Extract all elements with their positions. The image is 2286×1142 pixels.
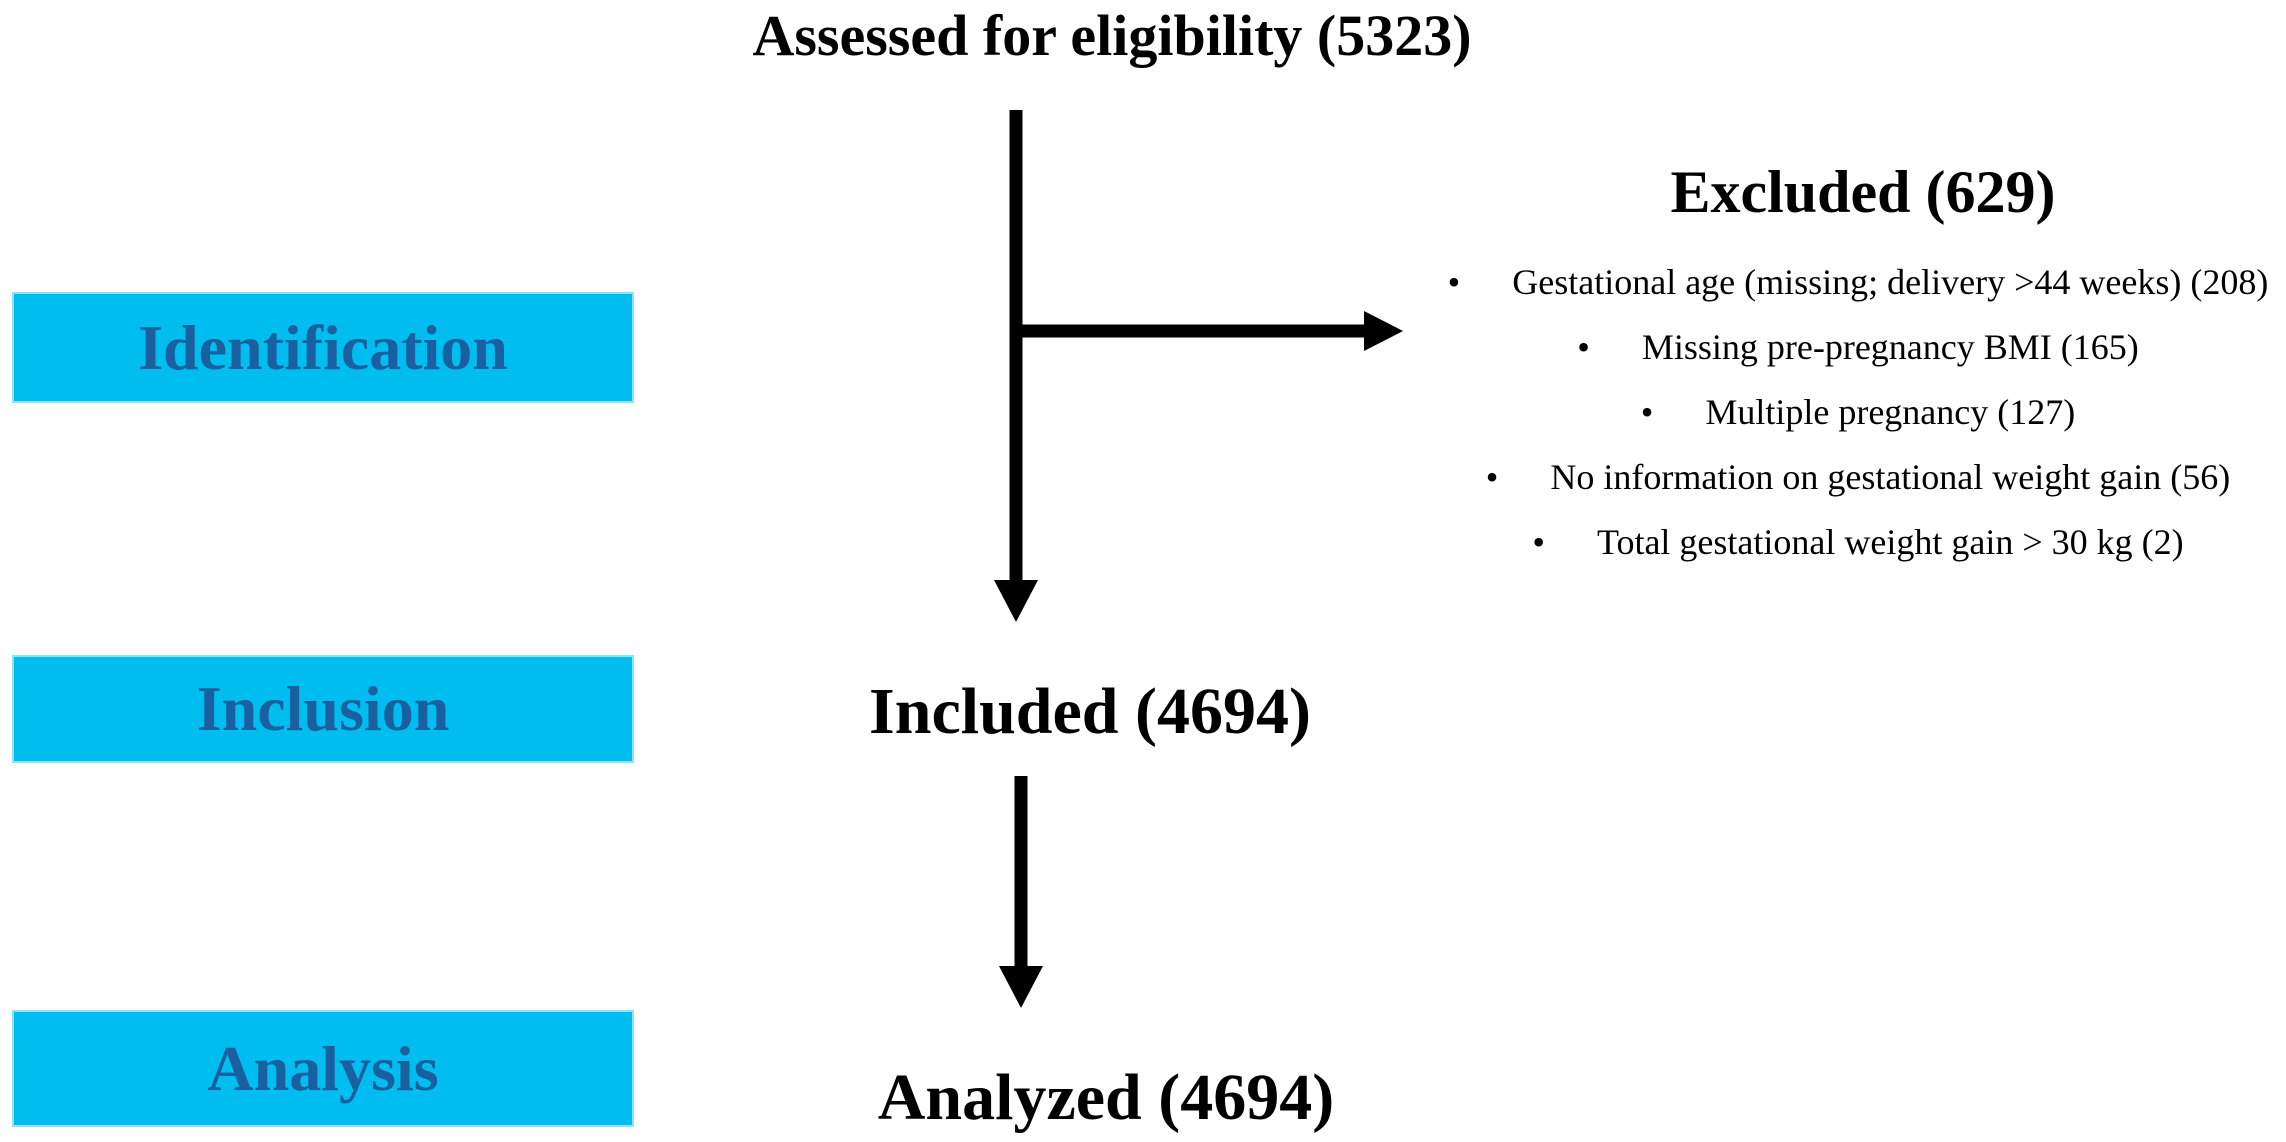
- excluded-item-text: Multiple pregnancy (127): [1705, 392, 2076, 432]
- excluded-list: • Gestational age (missing; delivery >44 …: [1412, 250, 2286, 575]
- excluded-item: • No information on gestational weight ga…: [1412, 445, 2286, 510]
- arrow-right-to-excluded: [1022, 311, 1403, 351]
- stage-box-inclusion: Inclusion: [12, 655, 634, 763]
- bullet-icon: •: [1532, 522, 1545, 562]
- bullet-icon: •: [1577, 327, 1590, 367]
- stage-label-analysis: Analysis: [207, 1032, 439, 1104]
- stage-label-inclusion: Inclusion: [196, 673, 450, 744]
- bullet-icon: •: [1640, 392, 1654, 432]
- excluded-item: • Total gestational weight gain > 30 kg (…: [1412, 510, 2286, 575]
- included-node: Included (4694): [869, 675, 1311, 748]
- excluded-item-text: Missing pre-pregnancy BMI (165): [1641, 327, 2139, 367]
- analyzed-node: Analyzed (4694): [877, 1061, 1335, 1134]
- arrow-down-included-to-analyzed: [999, 776, 1043, 1008]
- excluded-title: Excluded (629): [1670, 159, 2056, 225]
- excluded-item-text: Gestational age (missing; delivery >44 w…: [1512, 262, 2269, 302]
- excluded-item: • Missing pre-pregnancy BMI (165): [1412, 315, 2286, 380]
- stage-label-identification: Identification: [138, 311, 508, 383]
- bullet-icon: •: [1485, 457, 1499, 497]
- stage-box-analysis: Analysis: [12, 1010, 634, 1127]
- excluded-item: • Multiple pregnancy (127): [1412, 380, 2286, 445]
- excluded-item-text: No information on gestational weight gai…: [1550, 457, 2231, 497]
- stage-box-identification: Identification: [12, 292, 634, 403]
- arrow-down-assessed-to-included: [994, 110, 1038, 622]
- excluded-item: • Gestational age (missing; delivery >44 …: [1412, 250, 2286, 315]
- assessed-node: Assessed for eligibility (5323): [752, 3, 1472, 68]
- excluded-item-text: Total gestational weight gain > 30 kg (2…: [1596, 522, 2184, 562]
- bullet-icon: •: [1447, 262, 1461, 302]
